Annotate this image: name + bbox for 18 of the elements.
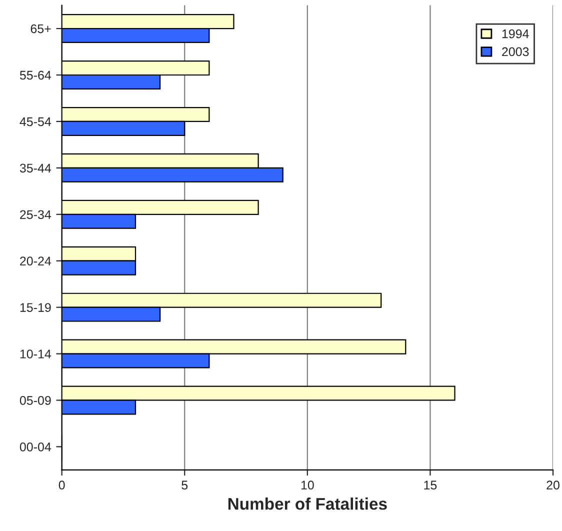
y-tick-label: 55-64 [20, 70, 52, 80]
x-tick-label: 5 [182, 480, 188, 490]
y-tick-label: 65+ [30, 24, 51, 34]
y-tick-label: 35-44 [20, 164, 52, 173]
x-axis-title: Number of Fatalities [228, 498, 387, 510]
y-tick-label: 25-34 [20, 210, 52, 220]
legend-label: 1994 [502, 29, 529, 38]
y-tick-label: 10-14 [20, 350, 52, 358]
x-tick-label: 10 [301, 480, 314, 490]
x-tick-label: 15 [424, 480, 437, 490]
y-tick-label: 15-19 [20, 303, 51, 312]
y-tick-label: 00-04 [20, 442, 52, 452]
y-tick-label: 45-54 [20, 117, 52, 126]
y-tick-label: 20-24 [20, 256, 52, 266]
y-tick-label: 05-09 [20, 396, 51, 405]
legend-label: 2003 [502, 47, 529, 56]
x-tick-label: 20 [546, 480, 560, 490]
x-tick-label: 0 [58, 480, 65, 490]
